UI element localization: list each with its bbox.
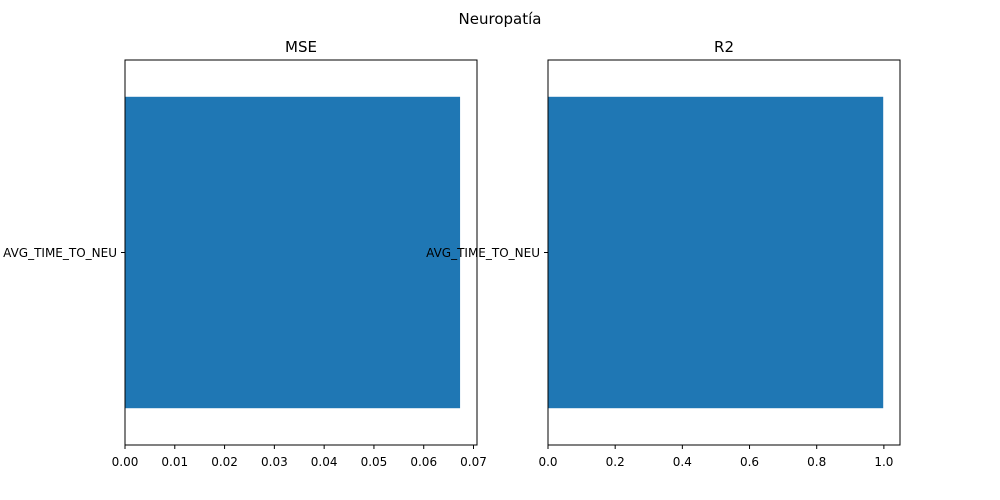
mse-xtick-label: 0.03 <box>261 455 288 469</box>
r2-axes-title: R2 <box>714 38 734 56</box>
r2-xtick-label: 1.0 <box>874 455 893 469</box>
mse-xtick-label: 0.00 <box>112 455 139 469</box>
mse-axes-title: MSE <box>285 38 317 56</box>
figure-title: Neuropatía <box>459 10 542 28</box>
r2-ytick-label: AVG_TIME_TO_NEU <box>426 246 540 260</box>
r2-xtick-label: 0.4 <box>673 455 692 469</box>
r2-panel: R2 AVG_TIME_TO_NEU 0.0 0.2 0.4 0.6 0.8 1.0 <box>426 38 901 469</box>
mse-xtick-label: 0.02 <box>211 455 238 469</box>
r2-xtick-label: 0.8 <box>807 455 826 469</box>
mse-axes-frame <box>124 59 478 446</box>
mse-xtick-label: 0.05 <box>361 455 388 469</box>
mse-bar-avg-time-to-neu <box>125 96 461 409</box>
r2-xtick-label: 0.6 <box>740 455 759 469</box>
r2-xtick-label: 0.0 <box>538 455 557 469</box>
mse-panel: MSE AVG_TIME_TO_NEU 0.00 0.01 0.02 0.03 0.04 0.… <box>3 38 487 469</box>
mse-xtick-label: 0.01 <box>161 455 188 469</box>
r2-xtick-label: 0.2 <box>606 455 625 469</box>
mse-xtick-label: 0.06 <box>410 455 437 469</box>
r2-bar-avg-time-to-neu <box>548 96 884 409</box>
mse-ytick-label: AVG_TIME_TO_NEU <box>3 246 117 260</box>
r2-axes-frame <box>547 59 901 446</box>
mse-xtick-label: 0.04 <box>311 455 338 469</box>
mse-xtick-label: 0.07 <box>460 455 487 469</box>
